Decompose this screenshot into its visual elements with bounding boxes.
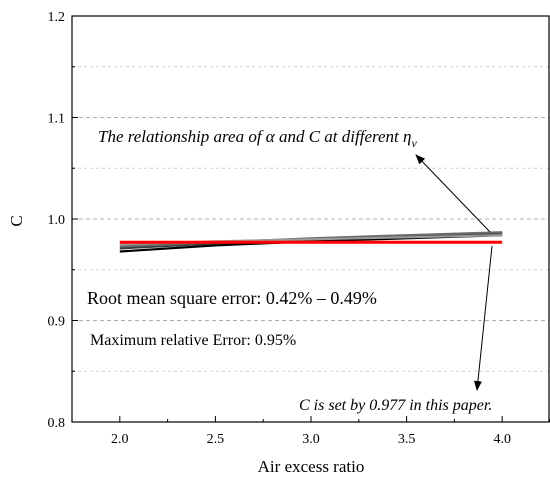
- x-tick-label: 2.5: [207, 432, 225, 447]
- y-tick-label: 0.9: [48, 315, 66, 330]
- x-tick-label: 4.0: [493, 432, 511, 447]
- y-tick-label: 1.0: [48, 213, 66, 228]
- constant-arrow: [473, 245, 493, 391]
- y-tick-label: 1.2: [48, 10, 66, 25]
- y-axis-label: C: [7, 215, 26, 226]
- constant-annotation: C is set by 0.977 in this paper.: [299, 397, 492, 414]
- axis-ticks: 2.0 2.5 3.0 3.5 4.0 0.8 0.9 1.0 1.1 1.2: [48, 10, 550, 447]
- x-tick-label: 3.5: [398, 432, 416, 447]
- x-tick-label: 3.0: [302, 432, 320, 447]
- region-arrow: [415, 154, 491, 233]
- region-annotation-subscript: v: [411, 136, 417, 150]
- grid-lines: [72, 66, 549, 372]
- max-error-annotation: Maximum relative Error: 0.95%: [90, 332, 296, 349]
- rmse-annotation: Root mean square error: 0.42% – 0.49%: [87, 288, 377, 308]
- x-tick-label: 2.0: [111, 432, 129, 447]
- region-annotation: The relationship area of α and C at diff…: [98, 127, 417, 150]
- y-tick-label: 1.1: [48, 112, 66, 127]
- x-axis-label: Air excess ratio: [258, 457, 365, 476]
- y-tick-label: 0.8: [48, 416, 66, 431]
- series-layer: [119, 231, 503, 253]
